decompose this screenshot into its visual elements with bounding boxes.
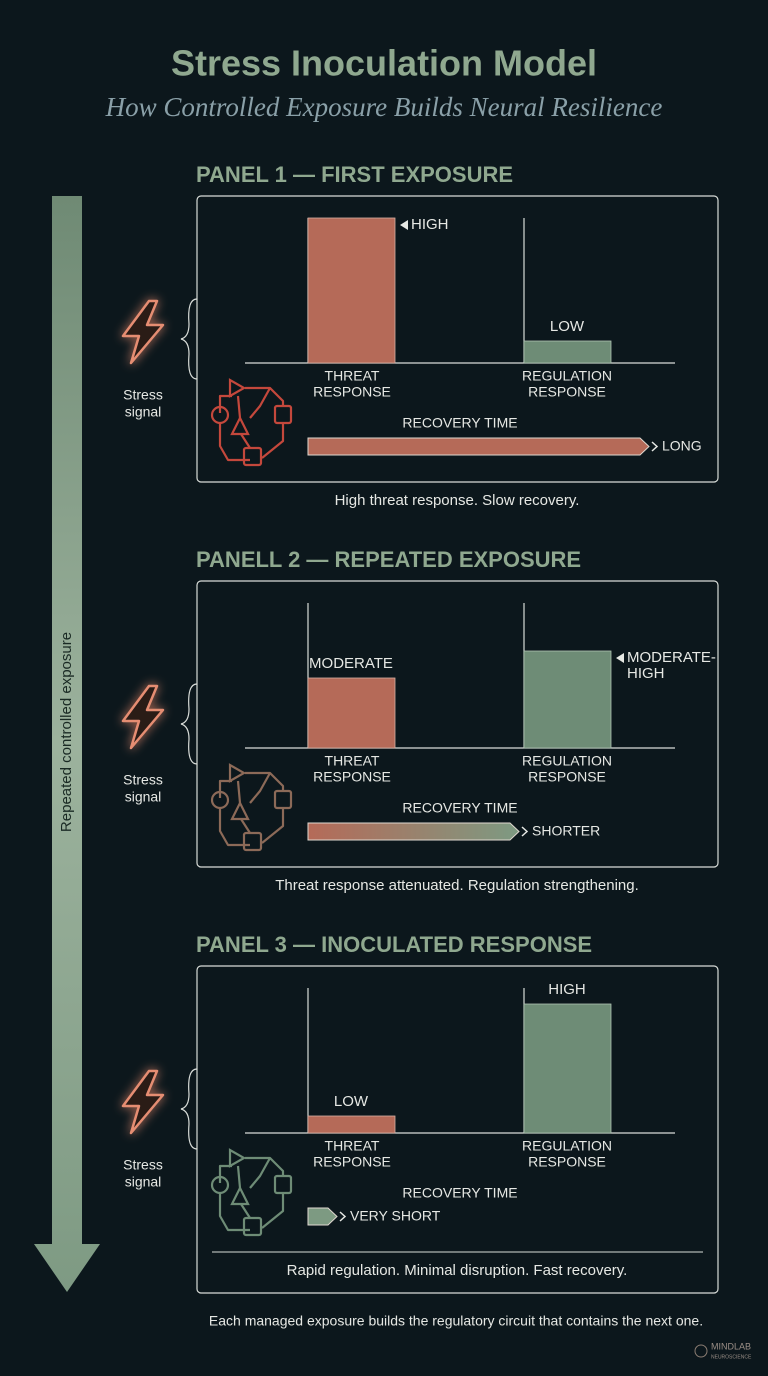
label: RESPONSE: [528, 384, 606, 400]
circuit-node: [228, 763, 247, 783]
circuit-node: [228, 378, 247, 398]
panel-heading: PANELL 2 — REPEATED EXPOSURE: [196, 547, 581, 572]
label: REGULATION: [522, 368, 612, 384]
panel-box: [196, 965, 719, 1294]
recovery-arrow: [651, 441, 659, 452]
caption: Threat response attenuated. Regulation s…: [275, 877, 639, 894]
label: HIGH: [411, 216, 449, 233]
recovery-bar: [307, 822, 520, 841]
circuit-node: [273, 1174, 293, 1195]
label: REGULATION: [522, 753, 612, 769]
lightning: [121, 684, 165, 750]
recovery-label: RECOVERY TIME: [402, 800, 517, 816]
lightning: [121, 1069, 165, 1135]
side-arrow: [34, 196, 100, 1292]
threat-bar: [307, 677, 396, 749]
pointer: [400, 220, 408, 230]
label: RESPONSE: [528, 769, 606, 785]
label: THREAT: [325, 1138, 380, 1154]
circuit-node: [210, 790, 230, 810]
brace: [180, 298, 198, 380]
label: Stress: [123, 1157, 163, 1173]
logo: MINDLAB: [711, 1341, 751, 1351]
brace: [180, 683, 198, 765]
label: signal: [125, 789, 162, 805]
label: HIGH: [548, 981, 586, 998]
logo-sub: NEUROSCIENCE: [711, 1354, 752, 1360]
circuit: [218, 1156, 285, 1232]
recovery-arrow: [339, 1211, 347, 1222]
panel-heading: PANEL 3 — INOCULATED RESPONSE: [196, 932, 592, 957]
circuit-node: [242, 1216, 263, 1237]
circuit: [218, 386, 285, 462]
label: RESPONSE: [313, 769, 391, 785]
pointer: [616, 653, 624, 663]
circuit-node: [210, 1175, 230, 1195]
footer: Each managed exposure builds the regulat…: [209, 1313, 703, 1329]
label: MODERATE: [309, 655, 393, 672]
panel-box: [196, 580, 719, 868]
label: HIGH: [627, 665, 665, 682]
circuit-node: [273, 404, 293, 425]
panel-box: [196, 195, 719, 483]
recovery-level: SHORTER: [532, 823, 600, 839]
circuit-node: [210, 405, 230, 425]
subtitle: How Controlled Exposure Builds Neural Re…: [105, 92, 663, 122]
regulation-bar: [523, 340, 612, 364]
circuit-node: [242, 446, 263, 467]
threat-bar: [307, 1115, 396, 1134]
recovery-label: RECOVERY TIME: [402, 415, 517, 431]
label: THREAT: [325, 368, 380, 384]
lightning: [121, 299, 165, 365]
recovery-label: RECOVERY TIME: [402, 1185, 517, 1201]
circuit-node: [228, 1148, 247, 1168]
circuit-node: [273, 789, 293, 810]
label: LOW: [334, 1093, 369, 1110]
label: RESPONSE: [528, 1154, 606, 1170]
caption: Rapid regulation. Minimal disruption. Fa…: [287, 1262, 628, 1279]
recovery-arrow: [521, 826, 529, 837]
title: Stress Inoculation Model: [171, 43, 597, 84]
regulation-bar: [523, 1003, 612, 1134]
recovery-level: VERY SHORT: [350, 1208, 441, 1224]
logo-icon: [694, 1344, 708, 1358]
label: REGULATION: [522, 1138, 612, 1154]
panel-heading: PANEL 1 — FIRST EXPOSURE: [196, 162, 513, 187]
regulation-bar: [523, 650, 612, 749]
recovery-level: LONG: [662, 438, 702, 454]
circuit-node: [230, 800, 250, 821]
label: LOW: [550, 318, 585, 335]
recovery-bar: [307, 1207, 338, 1226]
label: MODERATE-: [627, 649, 716, 666]
label: Stress: [123, 387, 163, 403]
side-label: Repeated controlled exposure: [58, 632, 75, 832]
label: signal: [125, 1174, 162, 1190]
label: RESPONSE: [313, 1154, 391, 1170]
threat-bar: [307, 217, 396, 364]
label: signal: [125, 404, 162, 420]
label: RESPONSE: [313, 384, 391, 400]
caption: High threat response. Slow recovery.: [335, 492, 580, 509]
circuit-node: [230, 1185, 250, 1206]
circuit: [218, 771, 285, 847]
brace: [180, 1068, 198, 1150]
recovery-bar: [307, 437, 650, 456]
circuit-node: [242, 831, 263, 852]
circuit-node: [230, 415, 250, 436]
label: Stress: [123, 772, 163, 788]
label: THREAT: [325, 753, 380, 769]
